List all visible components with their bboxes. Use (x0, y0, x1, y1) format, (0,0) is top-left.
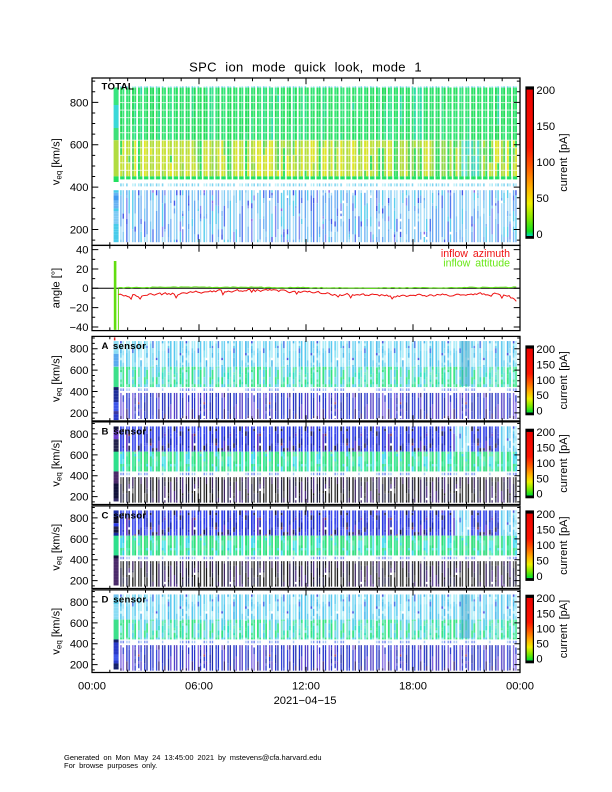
svg-text:800: 800 (70, 429, 89, 441)
svg-text:800: 800 (70, 344, 89, 356)
svg-text:200: 200 (70, 660, 89, 672)
svg-text:200: 200 (536, 344, 555, 356)
svg-text:50: 50 (536, 193, 548, 205)
svg-text:100: 100 (536, 540, 555, 552)
svg-text:400: 400 (70, 386, 89, 398)
svg-text:current [pA]: current [pA] (558, 516, 570, 574)
svg-text:200: 200 (536, 509, 555, 521)
svg-text:00:00: 00:00 (506, 681, 534, 693)
svg-text:100: 100 (536, 458, 555, 470)
svg-text:600: 600 (70, 365, 89, 377)
svg-text:150: 150 (536, 443, 555, 455)
svg-text:0: 0 (536, 229, 542, 241)
svg-text:current [pA]: current [pA] (558, 351, 570, 409)
svg-text:−20: −20 (70, 303, 89, 315)
svg-text:inflow attitude: inflow attitude (443, 258, 510, 270)
svg-text:600: 600 (70, 450, 89, 462)
svg-text:20: 20 (76, 264, 88, 276)
svg-text:800: 800 (70, 97, 89, 109)
svg-text:12:00: 12:00 (292, 681, 320, 693)
svg-text:200: 200 (70, 408, 89, 420)
svg-text:600: 600 (70, 534, 89, 546)
svg-text:200: 200 (536, 427, 555, 439)
svg-text:150: 150 (536, 608, 555, 620)
svg-text:veq [km/s]: veq [km/s] (51, 355, 64, 402)
svg-text:00:00: 00:00 (78, 681, 106, 693)
svg-text:50: 50 (536, 473, 548, 485)
svg-text:current [pA]: current [pA] (558, 600, 570, 658)
svg-text:100: 100 (536, 375, 555, 387)
svg-text:800: 800 (70, 597, 89, 609)
svg-text:B sensor: B sensor (102, 426, 147, 437)
svg-text:veq [km/s]: veq [km/s] (51, 138, 64, 185)
svg-text:0: 0 (536, 489, 542, 501)
svg-text:SPC ion mode quick look, mode: SPC ion mode quick look, mode 1 (189, 60, 422, 75)
svg-text:0: 0 (82, 283, 88, 295)
svg-text:0: 0 (536, 654, 542, 666)
svg-text:200: 200 (70, 224, 89, 236)
svg-text:0: 0 (536, 406, 542, 418)
svg-text:800: 800 (70, 513, 89, 525)
svg-text:−40: −40 (70, 322, 89, 334)
svg-text:200: 200 (70, 492, 89, 504)
svg-text:current [pA]: current [pA] (558, 434, 570, 492)
svg-text:TOTAL: TOTAL (102, 82, 135, 93)
svg-text:400: 400 (70, 471, 89, 483)
svg-text:600: 600 (70, 140, 89, 152)
svg-text:200: 200 (70, 576, 89, 588)
svg-text:400: 400 (70, 555, 89, 567)
svg-text:veq [km/s]: veq [km/s] (51, 440, 64, 487)
svg-text:200: 200 (536, 593, 555, 605)
svg-text:0: 0 (536, 571, 542, 583)
svg-text:veq [km/s]: veq [km/s] (51, 524, 64, 571)
svg-text:Generated on Mon May 24 13:45:: Generated on Mon May 24 13:45:00 2021 by… (64, 753, 322, 762)
svg-text:600: 600 (70, 618, 89, 630)
svg-text:150: 150 (536, 525, 555, 537)
svg-text:veq [km/s]: veq [km/s] (51, 608, 64, 655)
svg-text:100: 100 (536, 623, 555, 635)
svg-text:150: 150 (536, 359, 555, 371)
svg-text:50: 50 (536, 639, 548, 651)
svg-text:150: 150 (536, 121, 555, 133)
svg-text:2021−04−15: 2021−04−15 (274, 695, 337, 707)
svg-text:400: 400 (70, 639, 89, 651)
svg-text:D sensor: D sensor (102, 594, 147, 605)
svg-text:50: 50 (536, 556, 548, 568)
svg-text:angle [°]: angle [°] (51, 268, 63, 308)
svg-text:current [pA]: current [pA] (558, 133, 570, 191)
svg-text:50: 50 (536, 390, 548, 402)
svg-text:For browse purposes only.: For browse purposes only. (64, 761, 157, 770)
svg-text:200: 200 (536, 85, 555, 97)
svg-text:inflow azimuth: inflow azimuth (441, 248, 510, 260)
svg-text:06:00: 06:00 (185, 681, 213, 693)
svg-text:400: 400 (70, 182, 89, 194)
svg-text:C sensor: C sensor (102, 510, 147, 521)
svg-text:40: 40 (76, 245, 88, 257)
svg-text:A sensor: A sensor (102, 341, 147, 352)
svg-text:100: 100 (536, 157, 555, 169)
svg-text:18:00: 18:00 (399, 681, 427, 693)
